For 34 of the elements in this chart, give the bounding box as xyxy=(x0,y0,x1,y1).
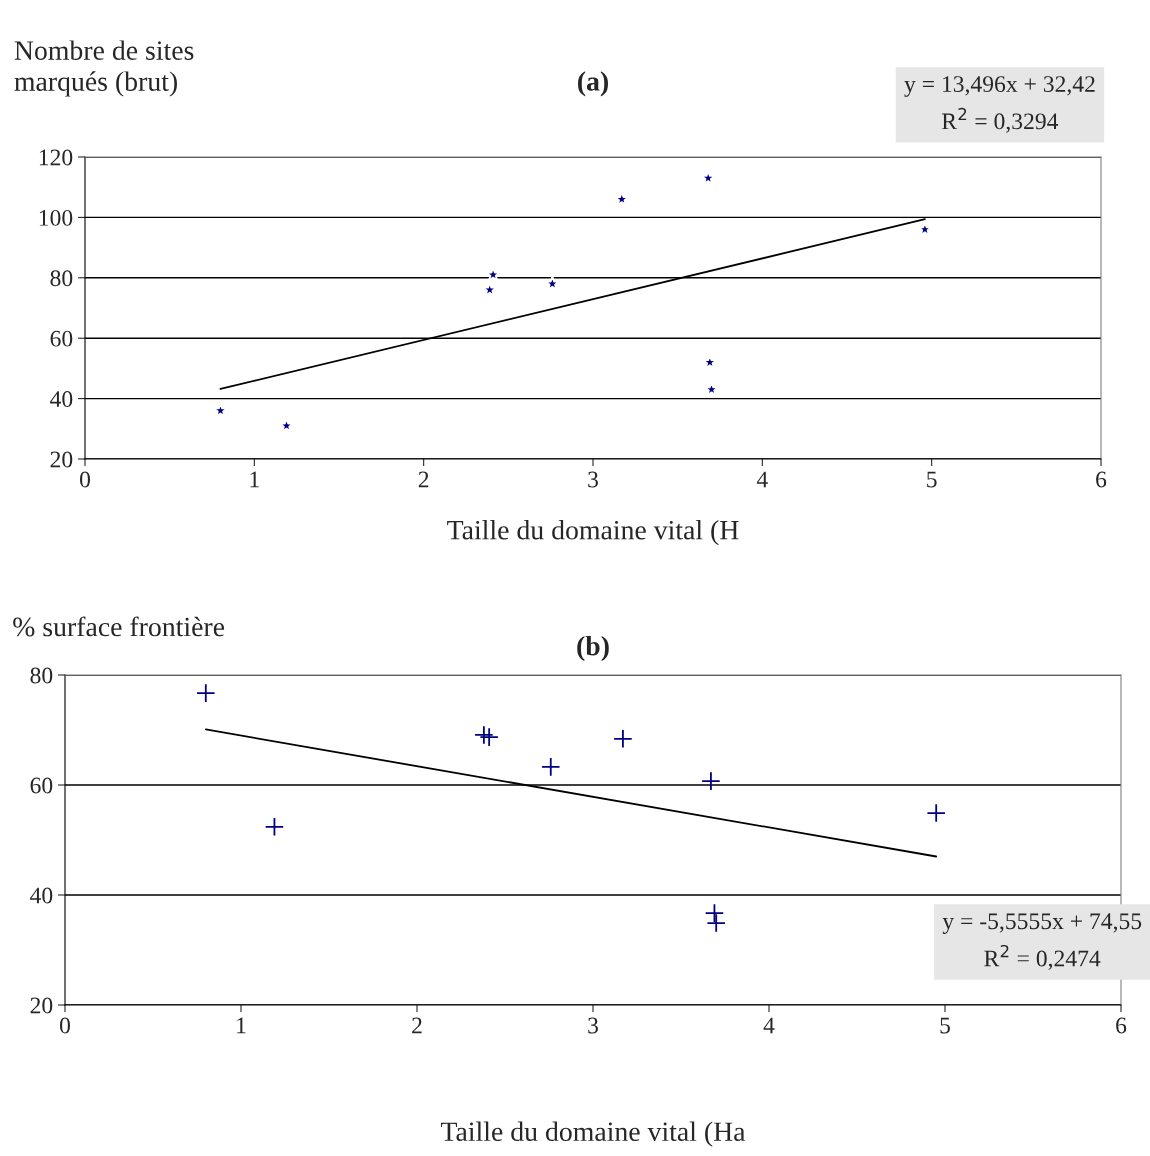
x-tick-label: 1 xyxy=(250,471,259,488)
x-tick-label: 0 xyxy=(80,471,90,488)
text: R$^{2}$ = 0,3294 xyxy=(941,107,1059,133)
x-tick-label: 1 xyxy=(237,1017,246,1034)
y-tick-label: 20 xyxy=(50,451,73,468)
annotation: y = -5,5555x + 74,55 xyxy=(942,913,1142,935)
x-tick-label: 2 xyxy=(412,1017,422,1034)
x-axis-title: Taille du domaine vital (H xyxy=(447,520,739,546)
x-axis-title: Taille du domaine vital (Ha xyxy=(440,1121,746,1147)
x-tick-label: 6 xyxy=(1116,1017,1127,1034)
y-tick-label: 80 xyxy=(50,270,73,287)
y-tick-label: 20 xyxy=(30,997,53,1014)
chart-title: (a) xyxy=(578,71,608,97)
y-axis-title: % surface frontière xyxy=(13,616,225,637)
chart-title: (b) xyxy=(577,635,609,662)
x-tick-label: 3 xyxy=(588,471,598,488)
y-tick-label: 60 xyxy=(50,330,73,347)
y-tick-label: 40 xyxy=(50,391,73,408)
text: y = 13,496x + 32,42 xyxy=(904,76,1095,97)
x-tick-label: 0 xyxy=(60,1017,70,1034)
x-tick-label: 3 xyxy=(588,1017,598,1034)
annotation: R$^{2}$ = 0,2474 xyxy=(984,944,1101,970)
y-tick-label: 100 xyxy=(39,209,73,226)
x-tick-label: 4 xyxy=(756,471,768,488)
x-tick-label: 4 xyxy=(763,1017,775,1034)
x-tick-label: 6 xyxy=(1096,471,1107,488)
y-axis-title: Nombre de sites marqués (brut) xyxy=(14,40,194,97)
y-tick-label: 120 xyxy=(39,149,73,166)
y-tick-label: 80 xyxy=(30,667,53,684)
x-tick-label: 2 xyxy=(418,471,429,488)
x-tick-label: 5 xyxy=(940,1017,950,1034)
x-tick-label: 5 xyxy=(927,471,937,488)
y-tick-label: 60 xyxy=(30,777,53,794)
y-tick-label: 40 xyxy=(30,887,53,904)
